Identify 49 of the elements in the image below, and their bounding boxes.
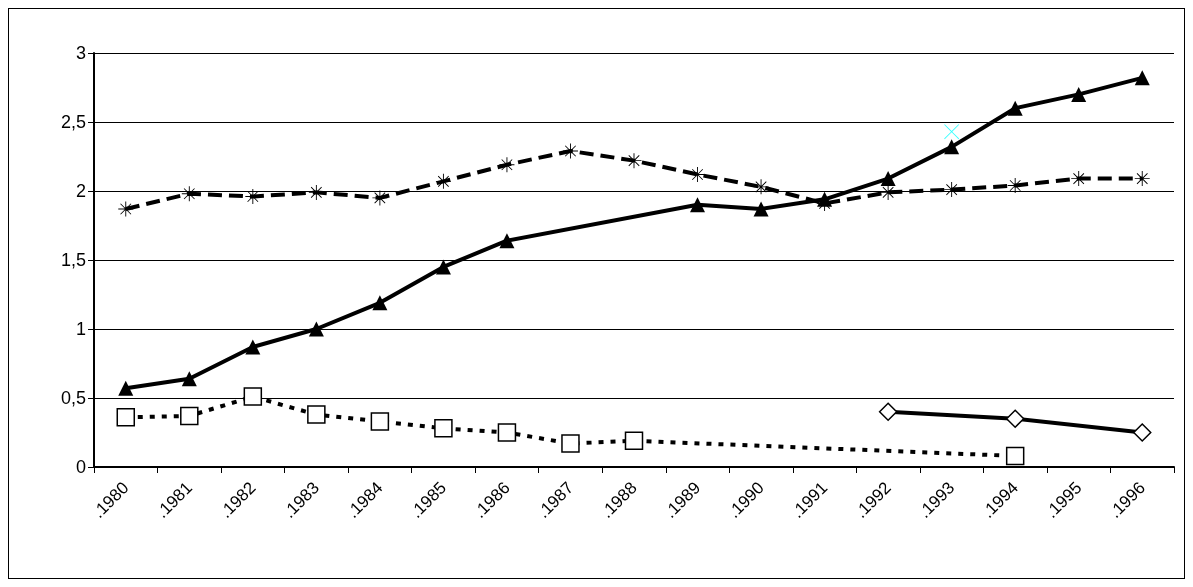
point	[1007, 177, 1023, 193]
point	[118, 380, 134, 396]
point	[435, 173, 451, 189]
point	[1071, 86, 1087, 102]
y-tick-label: 0,5	[60, 388, 86, 408]
point	[307, 405, 326, 424]
y-tick-label: 1,5	[60, 250, 86, 270]
point	[181, 371, 197, 387]
point	[1134, 171, 1150, 187]
point	[181, 186, 197, 202]
point	[880, 171, 896, 187]
point	[308, 184, 324, 200]
point	[180, 406, 199, 426]
point	[944, 139, 960, 155]
point	[1007, 100, 1023, 116]
point	[372, 295, 388, 311]
point	[1005, 446, 1025, 466]
point	[624, 431, 644, 451]
point	[1134, 70, 1150, 86]
point	[499, 157, 515, 173]
point	[118, 201, 134, 217]
point	[245, 189, 261, 205]
point	[880, 184, 896, 200]
point	[1005, 409, 1025, 428]
point	[690, 166, 706, 182]
point	[562, 143, 578, 159]
point	[372, 190, 388, 206]
point	[753, 179, 769, 195]
point	[497, 423, 517, 442]
y-tick-label: 1	[75, 319, 86, 339]
point	[878, 402, 898, 422]
point	[499, 233, 515, 249]
y-tick-label: 3	[75, 43, 86, 63]
point	[690, 197, 706, 213]
point	[245, 339, 261, 355]
point	[944, 182, 960, 198]
point	[308, 321, 324, 337]
point	[434, 419, 453, 438]
point	[116, 408, 136, 427]
point	[561, 434, 580, 453]
point	[243, 387, 263, 406]
point	[1071, 171, 1087, 187]
point	[753, 201, 769, 217]
y-tick-label: 2	[75, 181, 86, 201]
point	[435, 259, 451, 275]
y-tick-label: 2,5	[60, 112, 86, 132]
y-tick-label: 0	[75, 457, 86, 477]
point	[1132, 423, 1152, 442]
point	[370, 412, 390, 431]
